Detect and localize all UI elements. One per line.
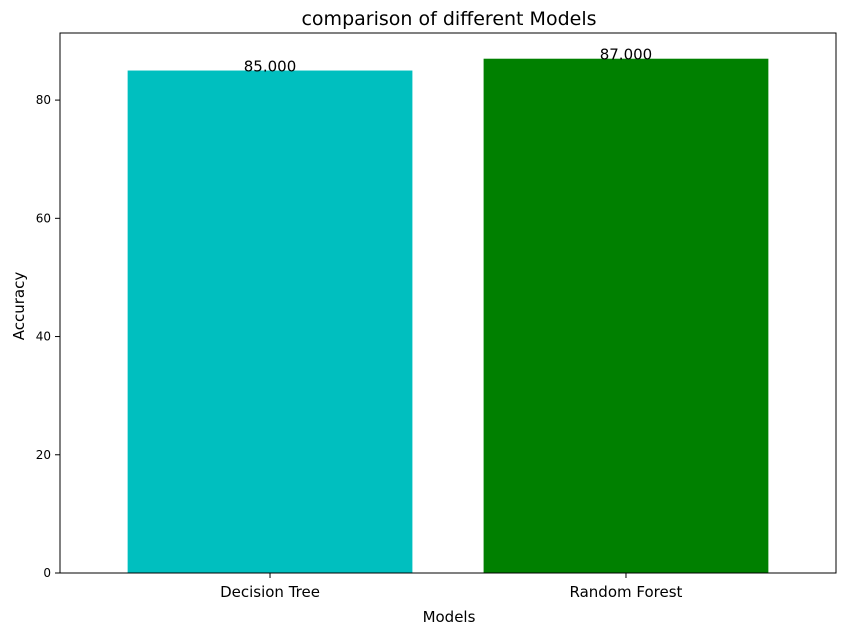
y-tick-label: 60 — [36, 211, 51, 225]
bars — [127, 58, 769, 573]
bar — [483, 58, 769, 573]
bar — [127, 70, 413, 573]
data-label: 87.000 — [600, 46, 653, 64]
x-axis: Decision Tree Random Forest — [220, 573, 683, 601]
y-tick-label: 40 — [36, 330, 51, 344]
plot-frame — [59, 32, 837, 574]
data-label: 85.000 — [244, 58, 297, 76]
y-tick-label: 20 — [36, 448, 51, 462]
x-tick-label: Decision Tree — [220, 583, 320, 601]
y-axis-label: Accuracy — [10, 272, 28, 341]
y-tick-label: 80 — [36, 93, 51, 107]
y-axis: 0 20 40 60 80 — [36, 93, 60, 580]
x-axis-label: Models — [423, 608, 476, 626]
data-labels: 85.000 87.000 — [244, 46, 652, 76]
y-tick-label: 0 — [43, 566, 51, 580]
chart-title: comparison of different Models — [301, 8, 596, 30]
x-tick-label: Random Forest — [570, 583, 683, 601]
